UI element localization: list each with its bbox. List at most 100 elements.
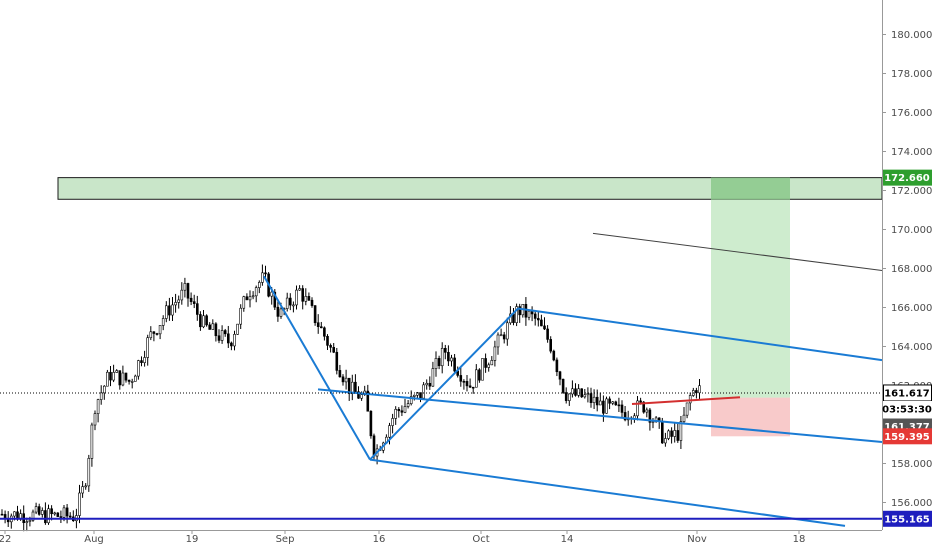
candle-body	[90, 424, 94, 459]
y-tick-label: 166.000	[891, 303, 932, 314]
candle-body	[605, 398, 608, 414]
channel-middle-line[interactable]	[317, 388, 883, 444]
candle-body	[236, 323, 239, 335]
y-tick-label: 180.000	[891, 30, 932, 41]
candle-body	[468, 385, 472, 388]
candle	[443, 344, 447, 360]
candle	[549, 336, 553, 354]
impulse-leg-up-line[interactable]	[369, 307, 519, 461]
x-tick-label: 14	[561, 534, 574, 545]
channel-upper-line[interactable]	[517, 307, 883, 362]
support-price-badge[interactable]: 155.165	[883, 510, 932, 527]
candle	[688, 392, 692, 411]
candle	[354, 374, 357, 392]
candle-body	[440, 347, 444, 367]
candle-body	[28, 520, 32, 522]
candle-body	[261, 272, 264, 283]
candle-body	[369, 410, 373, 437]
candle-body	[558, 371, 562, 380]
target-price-badge[interactable]: 172.660	[883, 169, 932, 186]
candle-body	[149, 331, 153, 339]
candle	[536, 311, 540, 327]
candle-body	[273, 291, 277, 308]
candle-body	[484, 358, 487, 368]
candle	[533, 311, 537, 326]
target-overlap-zone	[711, 177, 790, 200]
candle	[146, 334, 149, 366]
candle-body	[530, 310, 534, 315]
y-axis[interactable]: 156.000158.000160.000162.000164.000166.0…	[882, 30, 932, 509]
y-tick-label: 164.000	[891, 342, 932, 353]
candle-body	[465, 381, 469, 387]
candle	[208, 322, 211, 330]
candle-body	[319, 326, 323, 329]
candle	[189, 292, 193, 306]
candle-body	[602, 400, 605, 414]
candle	[44, 502, 47, 525]
candle	[78, 484, 81, 524]
candle-body	[254, 287, 258, 297]
y-tick-label: 170.000	[891, 225, 932, 236]
candle	[614, 400, 618, 406]
impulse-leg-down-line[interactable]	[263, 275, 371, 461]
candle	[543, 317, 546, 330]
x-axis[interactable]: 22 Aug 19 Sep 16 Oct 14 Nov 18	[0, 530, 805, 545]
candle	[428, 376, 432, 390]
candle	[571, 380, 574, 398]
candle	[171, 296, 174, 321]
candle	[335, 347, 339, 375]
current-price-badge[interactable]: 161.617	[883, 384, 932, 401]
stop-price-badge-box	[883, 428, 932, 445]
candle-body	[636, 400, 639, 417]
candle-body	[130, 381, 134, 383]
candle-body	[639, 400, 642, 403]
countdown-badge-box	[883, 401, 932, 417]
candle-body	[96, 399, 100, 414]
candle-body	[165, 305, 168, 319]
countdown-badge[interactable]: 03:53:30	[882, 401, 932, 417]
breakout-red-line[interactable]	[631, 396, 741, 406]
candle-body	[536, 318, 540, 321]
candle-body	[323, 327, 326, 337]
candle	[236, 323, 239, 335]
candle	[192, 294, 196, 309]
candle	[493, 340, 497, 367]
x-tick-label: 16	[373, 534, 386, 545]
candle	[137, 359, 140, 380]
candle-body	[620, 404, 624, 413]
stop-price-badge[interactable]: 159.395	[883, 428, 932, 445]
candle-body	[564, 392, 568, 401]
support-price-badge-text: 155.165	[884, 514, 930, 525]
candle	[310, 297, 314, 308]
candle-body	[40, 510, 44, 515]
x-tick-label: 22	[0, 534, 11, 545]
candle-body	[56, 512, 60, 517]
candle	[620, 400, 624, 419]
candle	[47, 504, 50, 525]
candle	[459, 366, 463, 387]
candle	[450, 354, 453, 367]
candle-body	[84, 485, 87, 488]
candle	[87, 454, 91, 492]
candle-body	[171, 304, 174, 316]
candle-body	[555, 359, 559, 373]
long-term-trend-line[interactable]	[592, 232, 883, 271]
candle-body	[459, 375, 463, 382]
candle-body	[53, 512, 57, 515]
x-tick-label: Aug	[84, 534, 104, 545]
candle	[106, 369, 109, 387]
candle-body	[329, 345, 332, 348]
entry-price-badge-text: 161.377	[884, 422, 930, 433]
candle-body	[174, 302, 177, 306]
candle-body	[276, 306, 280, 317]
candle	[608, 396, 611, 410]
candle-body	[518, 306, 522, 316]
candle-body	[623, 412, 627, 421]
candle-body	[676, 430, 680, 441]
candle	[96, 398, 100, 423]
channel-lower-line[interactable]	[369, 458, 846, 527]
candle	[143, 350, 146, 367]
long-position-target-zone[interactable]	[711, 177, 790, 398]
